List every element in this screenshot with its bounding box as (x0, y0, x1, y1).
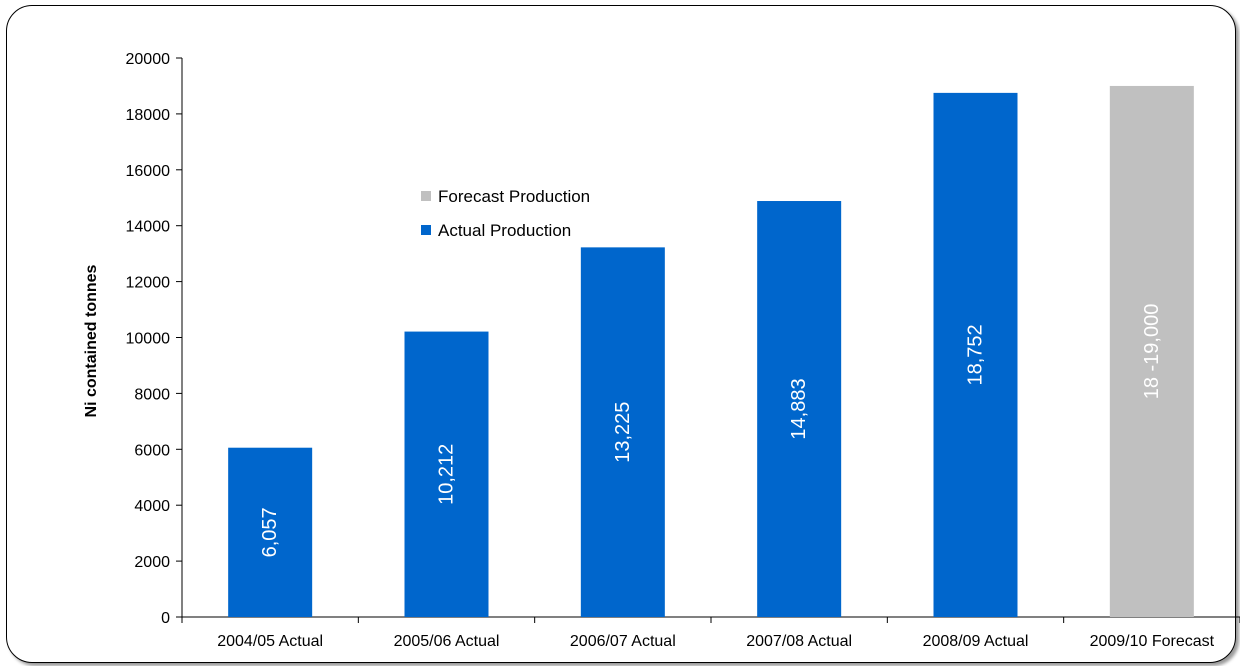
y-tick-label: 8000 (134, 386, 170, 403)
y-tick-label: 10000 (126, 331, 171, 348)
x-tick-label: 2007/08 Actual (746, 633, 852, 650)
x-tick-label: 2004/05 Actual (217, 633, 323, 650)
y-tick-label: 16000 (126, 163, 171, 180)
data-label: 14,883 (788, 378, 810, 439)
data-label: 10,212 (436, 444, 458, 505)
y-axis: 0 2000 4000 6000 8000 10000 12000 14000 16000 180… (126, 51, 183, 627)
data-label: 13,225 (612, 402, 634, 463)
x-tick-label: 2005/06 Actual (394, 633, 500, 650)
y-tick-label: 6000 (134, 442, 170, 459)
x-tick-label: 2009/10 Forecast (1090, 633, 1215, 650)
bar (933, 92, 1018, 618)
legend-swatch (421, 225, 431, 235)
legend-label: Forecast Production (438, 187, 590, 206)
data-label: 18 -19,000 (1141, 304, 1163, 400)
bar (580, 247, 665, 617)
bar (404, 331, 489, 617)
y-tick-label: 14000 (126, 219, 171, 236)
bar (228, 447, 313, 617)
data-labels: 6,057 10,212 13,225 14,883 18,752 18 -19,000 (259, 304, 1163, 558)
data-label: 18,752 (965, 324, 987, 385)
x-tick-label: 2008/09 Actual (923, 633, 1029, 650)
y-tick-label: 18000 (126, 107, 171, 124)
legend-label: Actual Production (438, 221, 571, 240)
y-tick-label: 4000 (134, 498, 170, 515)
y-tick-label: 20000 (126, 51, 171, 68)
legend: Forecast Production Actual Production (421, 187, 590, 240)
y-tick-label: 12000 (126, 275, 171, 292)
bar (1109, 85, 1194, 617)
data-label: 6,057 (259, 507, 281, 557)
y-axis-title: Ni contained tonnes (83, 264, 100, 417)
x-tick-label: 2006/07 Actual (570, 633, 676, 650)
y-tick-label: 0 (161, 610, 170, 627)
y-tick-label: 2000 (134, 554, 170, 571)
x-axis: 2004/05 Actual 2005/06 Actual 2006/07 Actu… (181, 616, 1240, 650)
bar (757, 201, 842, 618)
legend-swatch (421, 191, 431, 201)
bars (228, 85, 1194, 618)
